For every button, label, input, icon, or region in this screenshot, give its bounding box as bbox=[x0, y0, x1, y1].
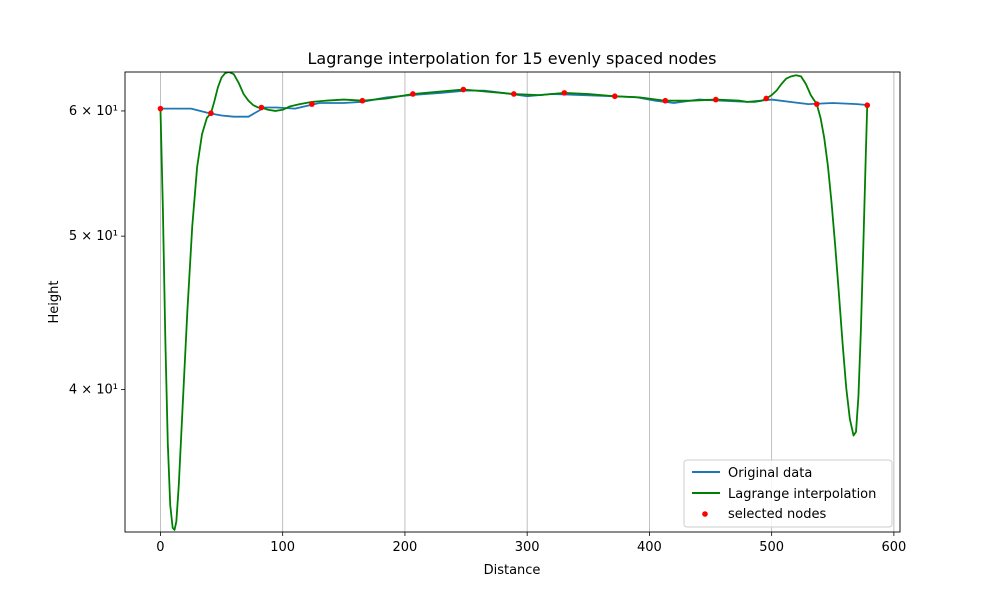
y-tick-label: 4 × 10¹ bbox=[69, 382, 118, 397]
x-tick-label: 100 bbox=[270, 540, 295, 555]
node-point bbox=[258, 104, 265, 111]
legend-label-original-data: Original data bbox=[728, 466, 812, 481]
chart-title: Lagrange interpolation for 15 evenly spa… bbox=[308, 49, 717, 68]
y-tick-label: 5 × 10¹ bbox=[69, 229, 118, 244]
legend-swatch-selected-nodes bbox=[702, 511, 708, 517]
series-line-lagrange-interpolation bbox=[159, 72, 869, 531]
node-point bbox=[612, 93, 618, 100]
legend-label-lagrange-interpolation: Lagrange interpolation bbox=[728, 487, 876, 502]
plot-area-frame bbox=[124, 71, 901, 533]
x-tick-label: 0 bbox=[156, 540, 164, 555]
legend-box bbox=[683, 459, 893, 528]
node-point bbox=[359, 97, 366, 104]
node-point bbox=[511, 91, 517, 97]
node-point bbox=[712, 96, 719, 103]
grid-layer bbox=[160, 72, 895, 532]
node-point bbox=[410, 91, 416, 97]
node-point bbox=[662, 97, 669, 104]
y-tick-label: 6 × 10¹ bbox=[69, 104, 118, 119]
x-tick-label: 600 bbox=[881, 540, 906, 555]
node-point bbox=[208, 110, 214, 117]
x-axis-label: Distance bbox=[484, 563, 541, 578]
node-point bbox=[309, 101, 315, 107]
node-point bbox=[157, 105, 164, 112]
x-tick-label: 300 bbox=[515, 540, 540, 555]
tick-layer: 0 100 200 300 400 500 600 4 × 10¹ 5 × 10¹ 6 × 10¹ bbox=[69, 104, 906, 555]
node-point bbox=[864, 102, 871, 109]
series-layer bbox=[157, 72, 871, 531]
node-point bbox=[813, 101, 820, 107]
x-tick-label: 400 bbox=[637, 540, 662, 555]
legend-label-selected-nodes: selected nodes bbox=[728, 507, 826, 522]
node-point bbox=[763, 95, 770, 102]
x-tick-label: 200 bbox=[393, 540, 418, 555]
node-point bbox=[460, 86, 467, 93]
node-point bbox=[561, 90, 568, 96]
legend: Original data Lagrange interpolation sel… bbox=[683, 459, 893, 528]
y-axis-label: Height bbox=[47, 281, 62, 324]
x-tick-label: 500 bbox=[759, 540, 784, 555]
